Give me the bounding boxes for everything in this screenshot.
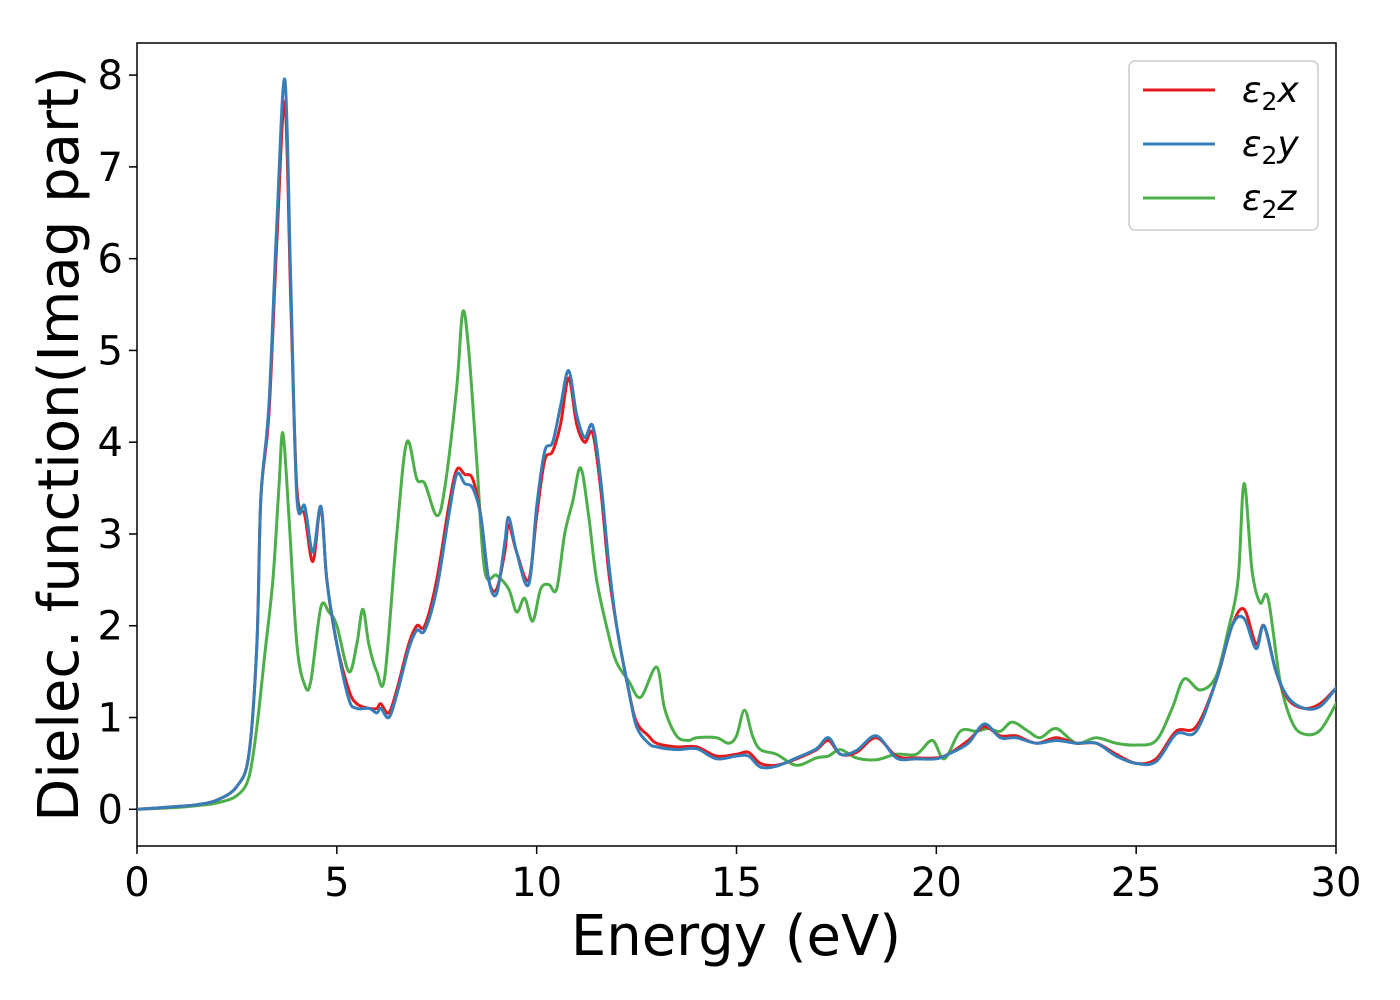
legend: ε2x ε2y ε2z (1128, 60, 1319, 231)
y-tick-label: 6 (98, 237, 123, 283)
x-tick-label: 0 (124, 860, 149, 906)
y-tick-label: 2 (98, 604, 123, 650)
x-tick-label: 15 (711, 860, 762, 906)
y-tick-label: 7 (98, 145, 123, 191)
y-tick-label: 5 (98, 328, 123, 374)
series-line-y (137, 77, 1336, 811)
legend-label-z: ε2z (1242, 178, 1297, 224)
legend-frame (1128, 60, 1319, 231)
legend-label-x: ε2x (1242, 70, 1299, 116)
x-tick-label: 25 (1111, 860, 1162, 906)
x-axis-title: Energy (eV) (571, 904, 901, 969)
x-tick-label: 5 (324, 860, 349, 906)
y-axis-title: Dielec. function(Imag part) (27, 66, 92, 822)
series-layer (137, 77, 1336, 811)
y-tick-label: 4 (98, 420, 123, 466)
x-ticks: 0 5 10 15 20 25 30 (124, 846, 1361, 906)
x-tick-label: 30 (1311, 860, 1362, 906)
y-tick-label: 0 (98, 787, 123, 833)
x-tick-label: 20 (911, 860, 962, 906)
y-ticks: 0 1 2 3 4 5 6 7 8 (98, 53, 137, 833)
legend-label-y: ε2y (1242, 124, 1299, 170)
y-tick-label: 1 (98, 696, 123, 742)
y-tick-label: 8 (98, 53, 123, 99)
x-tick-label: 10 (511, 860, 562, 906)
y-tick-label: 3 (98, 512, 123, 558)
